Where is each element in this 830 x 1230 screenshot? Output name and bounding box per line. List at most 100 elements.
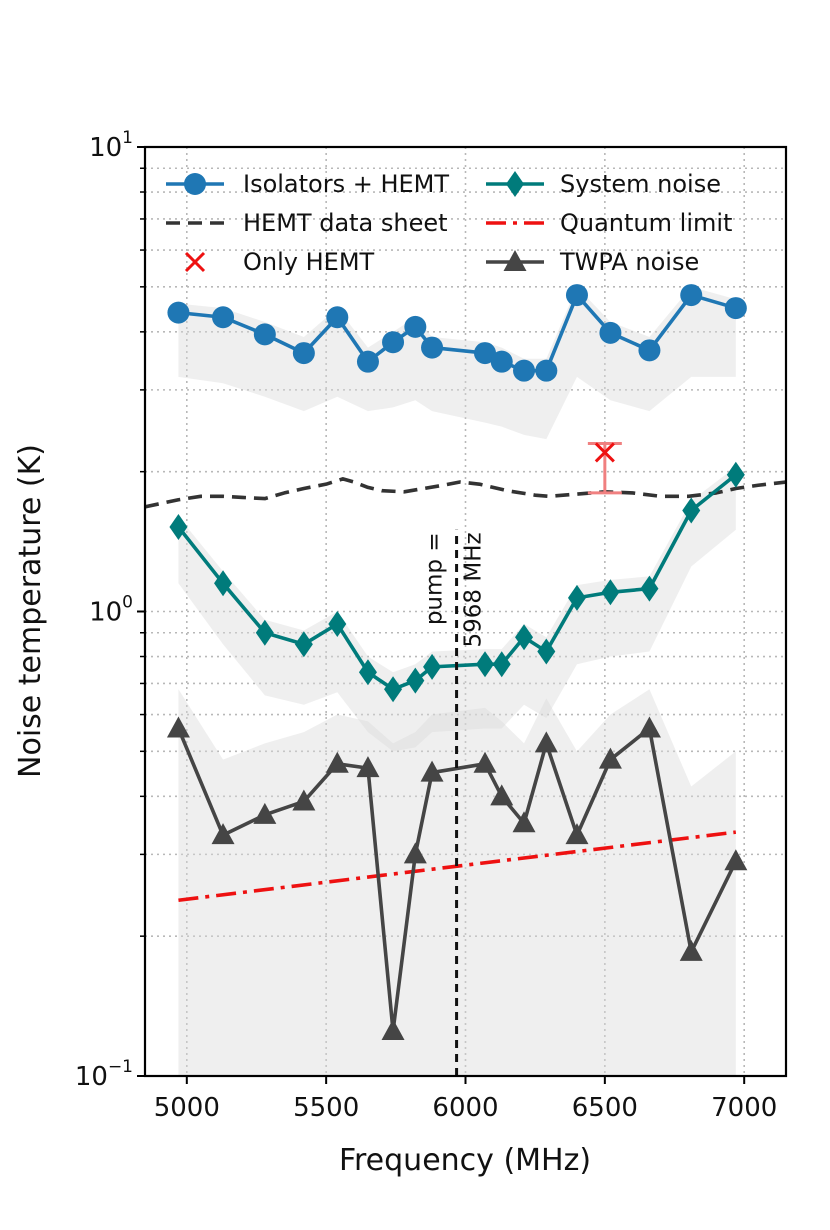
x-tick-label: 6000 (432, 1093, 498, 1123)
band-isolators-hemt (178, 286, 736, 440)
twpa-noise-point (490, 784, 514, 806)
legend-swatch-marker (184, 173, 206, 195)
isolators-hemt-point (724, 297, 747, 320)
legend-label: Isolators + HEMT (243, 170, 449, 198)
system-noise-point (406, 667, 425, 694)
system-noise-point (358, 659, 377, 686)
y-tick-label: 100 (89, 593, 133, 628)
line-quantum-limit (178, 830, 737, 903)
twpa-noise-point (166, 716, 190, 738)
isolators-hemt-point (382, 331, 405, 354)
x-tick-label: 5500 (293, 1093, 359, 1123)
x-tick-label: 5000 (154, 1093, 220, 1123)
system-noise-point (537, 638, 556, 665)
x-stroke (184, 251, 206, 273)
isolators-hemt-point (680, 284, 703, 307)
system-noise-point (328, 610, 347, 637)
system-noise-point (726, 461, 745, 488)
grid (145, 146, 786, 1077)
twpa-noise-point (403, 842, 427, 864)
system-noise-point (515, 624, 534, 651)
x-stroke (594, 442, 615, 463)
y-tick-exponent: −1 (108, 1057, 133, 1077)
twpa-noise-point (598, 747, 622, 769)
legend-label: TWPA noise (559, 248, 699, 276)
system-noise-point (567, 584, 586, 611)
system-noise-point (476, 651, 495, 678)
y-axis-label: Noise temperature (K) (13, 444, 48, 778)
y-tick-label: 10−1 (75, 1057, 133, 1092)
pump-label: pump = 5968 MHz (422, 532, 487, 647)
twpa-noise-point (637, 716, 661, 738)
legend-item-twpa-noise: TWPA noise (486, 248, 699, 276)
x-tick-label: 6500 (572, 1093, 638, 1123)
legend-swatch-marker (184, 251, 206, 273)
system-noise-point (423, 653, 442, 680)
twpa-noise-point (724, 849, 748, 871)
legend-label: Only HEMT (243, 248, 375, 276)
x-axis-label: Frequency (MHz) (339, 1143, 591, 1178)
isolators-hemt-point (212, 306, 235, 329)
system-noise-point (492, 651, 511, 678)
twpa-noise-point (325, 751, 349, 773)
x-tick-label: 7000 (711, 1093, 777, 1123)
y-tick-exponent: 1 (122, 128, 133, 148)
twpa-noise-point (356, 756, 380, 778)
twpa-noise-point (381, 1018, 405, 1040)
isolators-hemt-point (356, 350, 379, 373)
isolators-hemt-point (292, 342, 315, 365)
twpa-noise-point (679, 939, 703, 961)
y-tick-base: 10 (89, 133, 122, 163)
y-tick-label: 101 (89, 128, 133, 163)
legend-label: Quantum limit (560, 209, 732, 237)
isolators-hemt-point (167, 301, 190, 324)
band-system-noise (178, 466, 736, 752)
isolators-hemt-point (513, 359, 536, 382)
system-noise-point (255, 619, 274, 646)
twpa-noise-point (534, 731, 558, 753)
legend-item-only-hemt: Only HEMT (184, 248, 375, 276)
line-hemt-data-sheet (145, 477, 786, 509)
isolators-hemt-point (490, 350, 513, 373)
y-tick-base: 10 (89, 598, 122, 628)
y-tick-exponent: 0 (122, 593, 133, 613)
legend-item-system-noise: System noise (486, 170, 721, 198)
system-noise-point (214, 570, 233, 597)
legend-label: System noise (560, 170, 721, 198)
pump-label-line: 5968 MHz (461, 532, 487, 647)
system-noise-point (640, 575, 659, 602)
isolators-hemt-point (474, 342, 497, 365)
only-hemt-point (594, 442, 615, 463)
legend-item-hemt-data-sheet: HEMT data sheet (166, 209, 448, 237)
isolators-hemt-point (326, 306, 349, 329)
legend-swatch-marker (503, 250, 527, 271)
isolators-hemt-point (565, 284, 588, 307)
legend: Isolators + HEMT HEMT data sheet Only HEMT… (166, 170, 732, 276)
isolators-hemt-point (599, 321, 622, 344)
legend-swatch-marker (506, 171, 524, 197)
isolators-hemt-point (535, 359, 558, 382)
isolators-hemt-point (421, 336, 444, 359)
system-noise-point (384, 676, 403, 703)
system-noise-point (601, 579, 620, 606)
twpa-noise-point (420, 760, 444, 782)
legend-item-isolators-hemt: Isolators + HEMT (166, 170, 449, 198)
legend-item-quantum-limit: Quantum limit (486, 209, 732, 237)
pump-annotation: pump = 5968 MHz (422, 529, 487, 1076)
twpa-noise-point (512, 811, 536, 833)
twpa-noise-point (473, 751, 497, 773)
isolators-hemt-point (638, 339, 661, 362)
system-noise-point (682, 497, 701, 524)
twpa-noise-point (253, 802, 277, 824)
twpa-noise-point (565, 823, 589, 845)
series-markers (166, 284, 748, 1040)
isolators-hemt-point (404, 315, 427, 338)
twpa-noise-point (211, 823, 235, 845)
legend-label: HEMT data sheet (243, 209, 448, 237)
twpa-noise-point (292, 789, 316, 811)
system-noise-point (294, 631, 313, 658)
pump-label-line: pump = (422, 532, 448, 625)
system-noise-point (169, 514, 188, 541)
